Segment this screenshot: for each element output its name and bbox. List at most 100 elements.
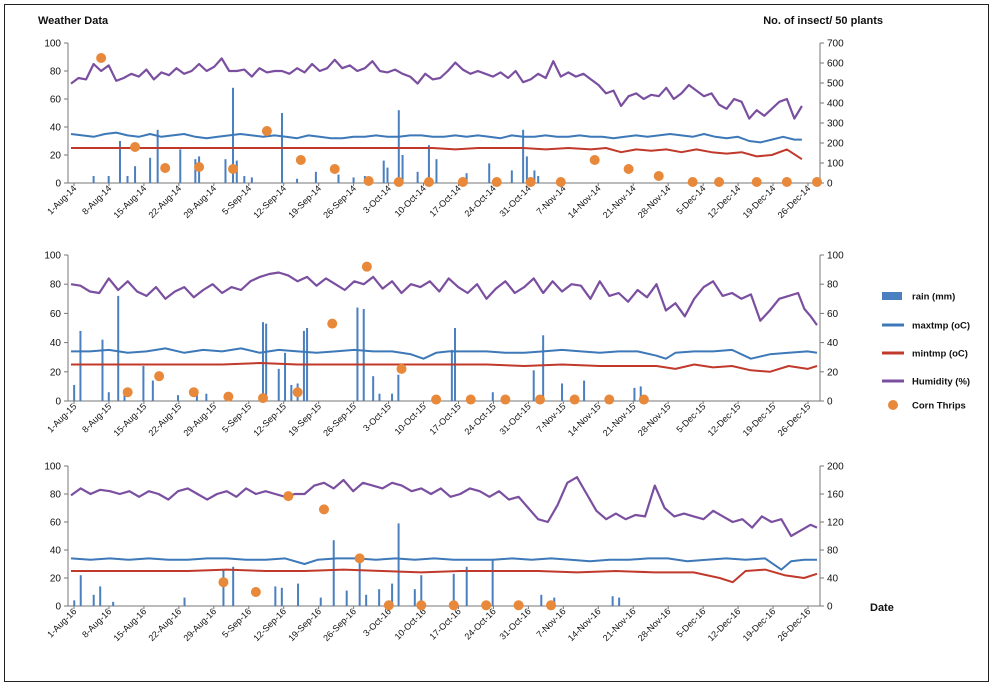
rain-bar: [633, 387, 636, 401]
x-tick-label: 31-Oct-15: [497, 401, 532, 436]
legend-label: rain (mm): [912, 292, 955, 303]
right-tick-label: 0: [827, 397, 833, 408]
rain-bar: [397, 110, 400, 183]
x-tick-label: 5-Sep-15: [220, 401, 253, 434]
rain-bar: [277, 368, 280, 401]
rain-bar: [117, 295, 120, 401]
rain-bar: [362, 309, 365, 401]
right-tick-label: 0: [827, 602, 833, 613]
x-tick-label: 3-Oct-15: [361, 401, 393, 433]
left-tick-label: 40: [50, 123, 62, 134]
thrips-point: [604, 394, 615, 405]
x-tick-label: 19-Dec-16: [741, 606, 778, 643]
left-tick-label: 80: [50, 280, 62, 291]
rain-bar: [413, 589, 416, 606]
rain-bar: [101, 339, 104, 401]
x-tick-label: 8-Aug-14: [80, 183, 113, 216]
rain-bar: [73, 600, 76, 606]
rain-bar: [297, 583, 300, 606]
rain-bar: [491, 392, 494, 401]
thrips-point: [423, 177, 434, 187]
x-tick-label: 8-Aug-15: [80, 401, 113, 434]
rain-bar: [488, 163, 491, 183]
right-tick-label: 80: [827, 546, 839, 557]
left-tick-label: 0: [55, 397, 61, 408]
x-tick-label: 24-Oct-14: [462, 183, 497, 218]
rain-bar: [179, 149, 182, 183]
maxtmp-line: [70, 557, 817, 571]
x-tick-label: 12-Sep-14: [251, 183, 288, 220]
x-tick-label: 12-Dec-15: [706, 401, 743, 438]
rain-bar: [92, 594, 95, 606]
rain-bar: [290, 384, 293, 401]
x-tick-label: 28-Nov-15: [636, 401, 673, 438]
x-tick-label: 10-Oct-14: [393, 183, 428, 218]
x-tick-label: 7-Nov-15: [535, 401, 568, 434]
panel-3: 0 20 40 60 80 100 0 40 80 120 160 200 1-Aug-16 8-Aug-…: [44, 462, 844, 644]
right-tick-label: 60: [827, 309, 839, 320]
rain-bar: [126, 176, 129, 183]
thrips-point: [154, 371, 165, 382]
rain-bar: [397, 523, 400, 606]
rain-bar: [522, 129, 525, 183]
legend-label: Humidity (%): [912, 377, 970, 388]
rain-bar: [378, 589, 381, 606]
right-tick-label: 160: [827, 490, 844, 501]
rain-bar: [224, 159, 227, 183]
rain-bar: [337, 174, 340, 183]
left-tick-label: 60: [50, 309, 62, 320]
x-tick-label: 17-Oct-14: [428, 183, 463, 218]
x-tick-label: 28-Nov-14: [636, 183, 673, 220]
left-tick-label: 20: [50, 151, 62, 162]
x-tick-label: 29-Aug-14: [181, 183, 218, 220]
thrips-point: [623, 164, 634, 174]
rain-bar: [107, 176, 110, 183]
rain-bar: [314, 171, 317, 183]
rain-bar: [205, 393, 208, 401]
right-tick-label: 40: [827, 574, 839, 585]
rain-bar: [525, 156, 528, 183]
rain-bar: [372, 376, 375, 401]
x-tick-label: 31-Oct-14: [497, 183, 532, 218]
thrips-point: [96, 53, 107, 63]
thrips-point: [396, 363, 407, 374]
x-tick-label: 5-Dec-16: [674, 606, 707, 639]
rain-bar: [250, 177, 253, 183]
x-tick-label: 7-Nov-16: [535, 606, 568, 639]
rain-bar: [416, 171, 419, 183]
x-tick-label: 26-Sep-15: [321, 401, 358, 438]
legend-label: Corn Thrips: [912, 401, 966, 412]
thrips-point: [465, 394, 476, 405]
x-tick-label: 1-Aug-16: [45, 606, 78, 639]
thrips-point: [687, 177, 698, 187]
rain-bar: [618, 597, 621, 606]
maxtmp-line: [71, 347, 818, 360]
right-axis-title: No. of insect/ 50 plants: [763, 15, 883, 27]
left-tick-label: 60: [50, 518, 62, 529]
thrips-point: [361, 261, 372, 272]
x-tick-label: 14-Nov-15: [566, 401, 603, 438]
thrips-point: [448, 600, 459, 611]
rain-bar: [118, 141, 121, 183]
thrips-point: [160, 163, 171, 173]
panel-2: 0 20 40 60 80 100 0 20 40 60 80 100 1-Aug-15 8-Aug-15…: [44, 251, 844, 439]
rain-bar: [296, 178, 299, 183]
rain-bar: [611, 596, 614, 606]
rain-bar: [491, 559, 494, 606]
x-tick-label: 3-Oct-14: [361, 183, 393, 215]
thrips-point: [261, 126, 272, 136]
rain-bar: [112, 601, 115, 606]
x-tick-label: 19-Dec-14: [741, 183, 778, 220]
rain-bar: [195, 393, 198, 401]
rain-bar: [356, 307, 359, 401]
x-tick-label: 26-Dec-14: [776, 183, 813, 220]
left-tick-label: 0: [55, 179, 61, 190]
x-tick-label: 21-Nov-14: [601, 183, 638, 220]
thrips-point: [714, 177, 725, 187]
thrips-point: [329, 164, 340, 174]
legend-item-maxtmp: maxtmp (oC): [882, 321, 970, 332]
left-tick-label: 20: [50, 367, 62, 378]
x-tick-label: 5-Sep-16: [220, 606, 253, 639]
x-tick-label: 28-Nov-16: [636, 606, 673, 643]
x-tick-label: 12-Sep-16: [251, 606, 288, 643]
